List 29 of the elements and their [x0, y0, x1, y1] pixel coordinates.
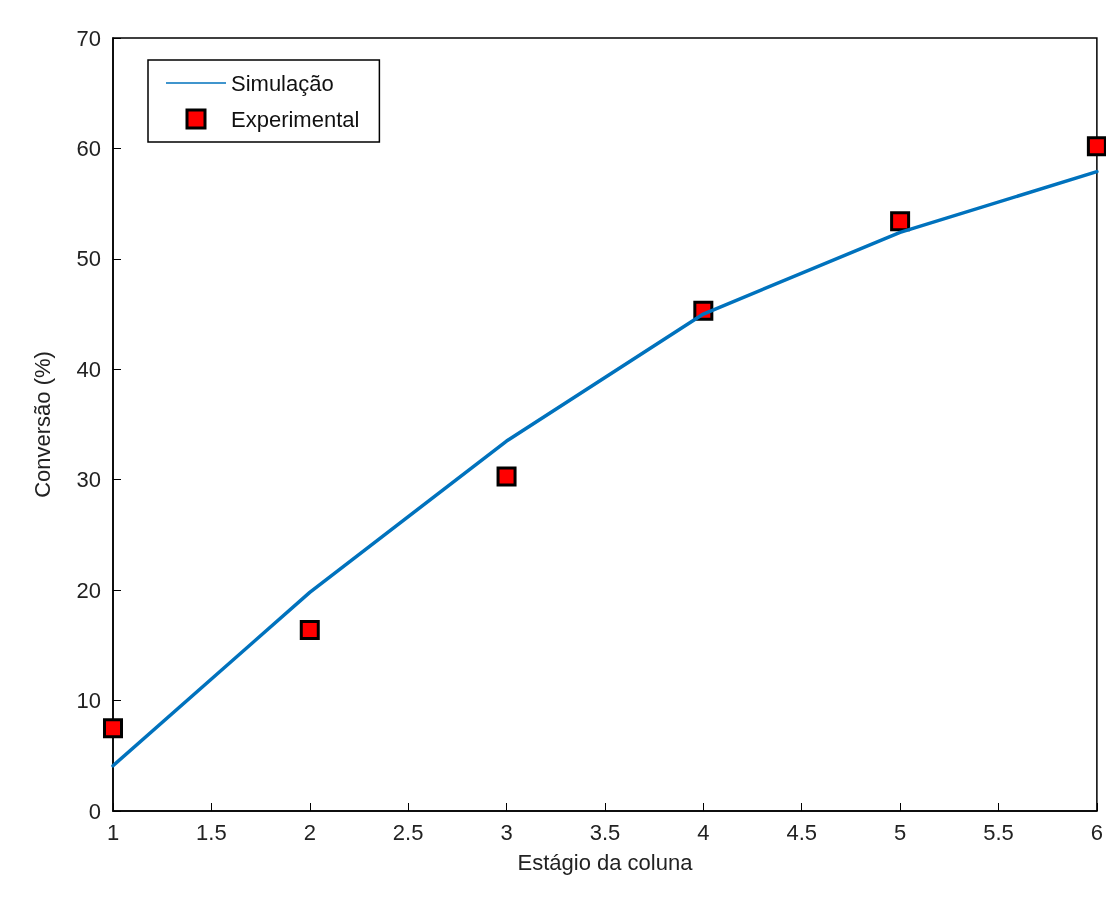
x-tick-label: 1	[106, 819, 120, 845]
y-tick-label: 20	[76, 577, 101, 603]
line-series	[111, 169, 1099, 768]
y-tick-label: 30	[76, 467, 101, 493]
legend-label: Simulação	[231, 70, 334, 96]
y-tick-label: 0	[88, 798, 101, 824]
x-tick-label: 3.5	[589, 819, 621, 845]
x-tick-label: 4.5	[786, 819, 818, 845]
y-axis-title: Conversão (%)	[29, 351, 55, 498]
point	[496, 466, 517, 487]
x-tick-label: 1.5	[196, 819, 227, 845]
x-tick-label: 2.5	[392, 819, 424, 845]
legend-label: Experimental	[231, 106, 360, 132]
point	[1086, 136, 1106, 157]
x-tick-label: 6	[1090, 819, 1104, 845]
x-tick-label: 5	[893, 819, 907, 845]
y-tick-label: 60	[76, 135, 101, 161]
y-tick-label: 10	[76, 688, 101, 714]
x-tick-label: 3	[500, 819, 513, 845]
point	[299, 619, 320, 640]
x-tick-label: 2	[303, 819, 316, 845]
y-tick-label: 70	[76, 25, 101, 51]
x-tick-label: 5.5	[983, 819, 1014, 845]
x-axis-title: Estágio da coluna	[517, 849, 694, 875]
y-tick-label: 40	[76, 356, 101, 382]
point	[103, 718, 123, 739]
x-tick-label: 4	[697, 819, 710, 845]
point	[890, 211, 911, 232]
y-tick-label: 50	[76, 246, 101, 272]
